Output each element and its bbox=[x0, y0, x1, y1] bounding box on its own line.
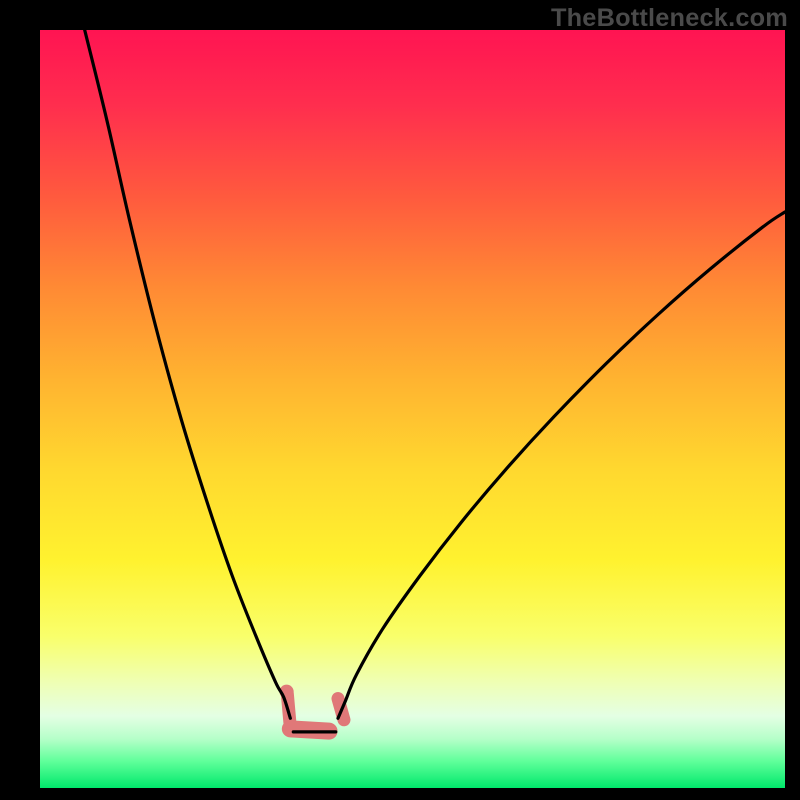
chart-svg bbox=[0, 0, 800, 800]
gradient-background bbox=[40, 30, 785, 788]
watermark-text: TheBottleneck.com bbox=[551, 4, 788, 33]
chart-container: TheBottleneck.com bbox=[0, 0, 800, 800]
